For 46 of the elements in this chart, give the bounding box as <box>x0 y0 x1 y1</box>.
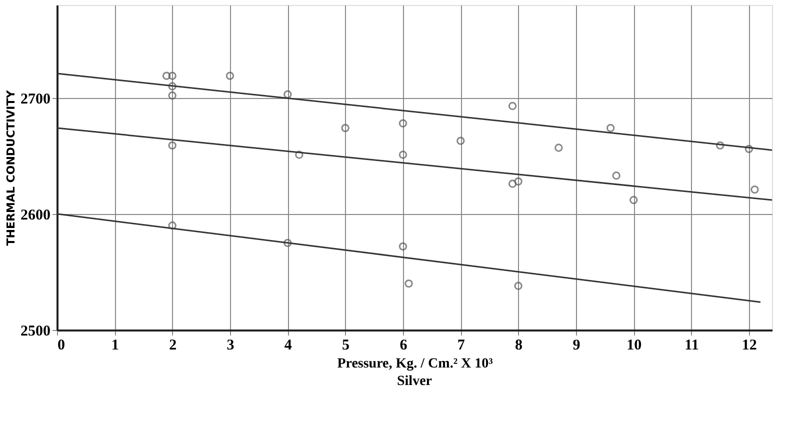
x-tick-label: 2 <box>169 338 177 354</box>
text: Silver <box>397 374 432 389</box>
x-tick-label: 3 <box>226 338 234 354</box>
point <box>341 124 350 132</box>
point <box>514 282 522 290</box>
point <box>168 72 176 80</box>
point <box>168 141 176 150</box>
point <box>606 124 615 132</box>
point <box>744 144 754 154</box>
point <box>612 172 620 180</box>
point <box>168 82 176 90</box>
point <box>716 141 724 150</box>
point <box>226 72 234 80</box>
point <box>162 72 171 80</box>
point <box>295 150 304 159</box>
point <box>750 185 759 194</box>
y-tick-label: 2700 <box>20 91 50 108</box>
x-tick-label: 10 <box>626 338 642 354</box>
point <box>554 144 563 152</box>
x-tick-label: 11 <box>684 338 699 354</box>
point <box>508 180 517 188</box>
x-tick-label: 4 <box>284 338 292 354</box>
point <box>630 196 638 204</box>
point <box>404 279 413 288</box>
point <box>168 91 176 100</box>
x-axis-title: Pressure, Kg. / Cm.² X 10³ <box>337 356 493 372</box>
x-tick-label: 12 <box>742 338 757 354</box>
x-tick-label: 8 <box>515 338 523 354</box>
point <box>284 90 292 98</box>
point <box>398 119 408 128</box>
x-tick-label: 0 <box>58 338 65 354</box>
y-tick-label: 2600 <box>20 207 50 224</box>
x-tick-label: 9 <box>572 338 580 354</box>
x-tick-label: 7 <box>457 338 466 354</box>
y-tick-label: 2500 <box>20 324 50 340</box>
point <box>456 136 465 145</box>
point <box>514 177 522 186</box>
y-axis-title: THERMAL CONDUCTIVITY <box>4 89 18 246</box>
point <box>168 221 176 230</box>
point <box>398 242 408 251</box>
point <box>284 238 292 248</box>
x-tick-label: 1 <box>111 338 119 354</box>
x-tick-label: 6 <box>400 338 408 354</box>
point <box>508 102 517 110</box>
point <box>398 150 408 159</box>
x-tick-label: 5 <box>342 338 350 354</box>
